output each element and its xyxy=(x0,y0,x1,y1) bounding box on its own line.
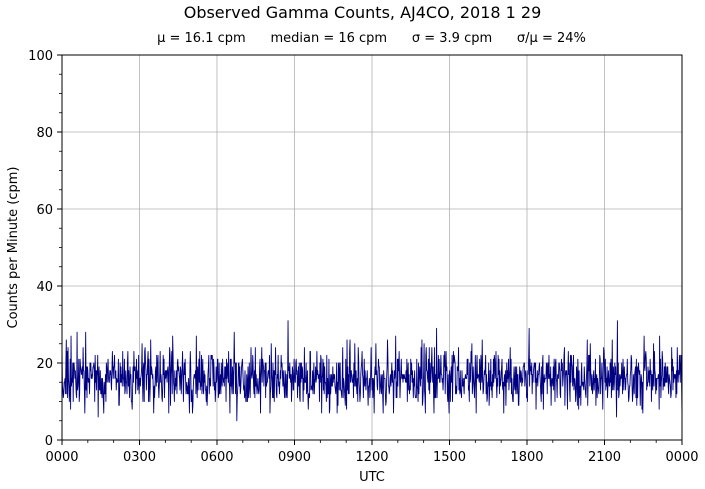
x-tick-label: 0300 xyxy=(123,450,156,465)
y-axis-label: Counts per Minute (cpm) xyxy=(6,167,21,329)
x-tick-label: 2100 xyxy=(588,450,621,465)
x-axis-label: UTC xyxy=(359,470,385,485)
x-tick-label: 0000 xyxy=(45,450,78,465)
x-tick-label: 1500 xyxy=(433,450,466,465)
y-tick-label: 0 xyxy=(45,434,53,449)
y-tick-label: 40 xyxy=(36,280,53,295)
y-axis: 0 20 40 60 80 100 xyxy=(28,49,62,449)
x-tick-label: 0600 xyxy=(200,450,233,465)
chart-title: Observed Gamma Counts, AJ4CO, 2018 1 29 xyxy=(183,3,542,22)
series-line-gamma-counts xyxy=(61,320,683,422)
x-tick-label: 0900 xyxy=(278,450,311,465)
x-axis: 0000 0300 0600 0900 1200 1500 1800 2100 0000 xyxy=(45,440,699,465)
chart-subtitle: μ = 16.1 cpm median = 16 cpm σ = 3.9 cpm… xyxy=(157,31,586,46)
x-tick-label: 1200 xyxy=(355,450,388,465)
y-tick-label: 80 xyxy=(36,126,53,141)
x-tick-label: 0000 xyxy=(665,450,698,465)
y-tick-label: 60 xyxy=(36,203,53,218)
plot-area xyxy=(61,320,683,422)
y-tick-label: 100 xyxy=(28,49,53,64)
y-tick-label: 20 xyxy=(36,357,53,372)
x-tick-label: 1800 xyxy=(510,450,543,465)
